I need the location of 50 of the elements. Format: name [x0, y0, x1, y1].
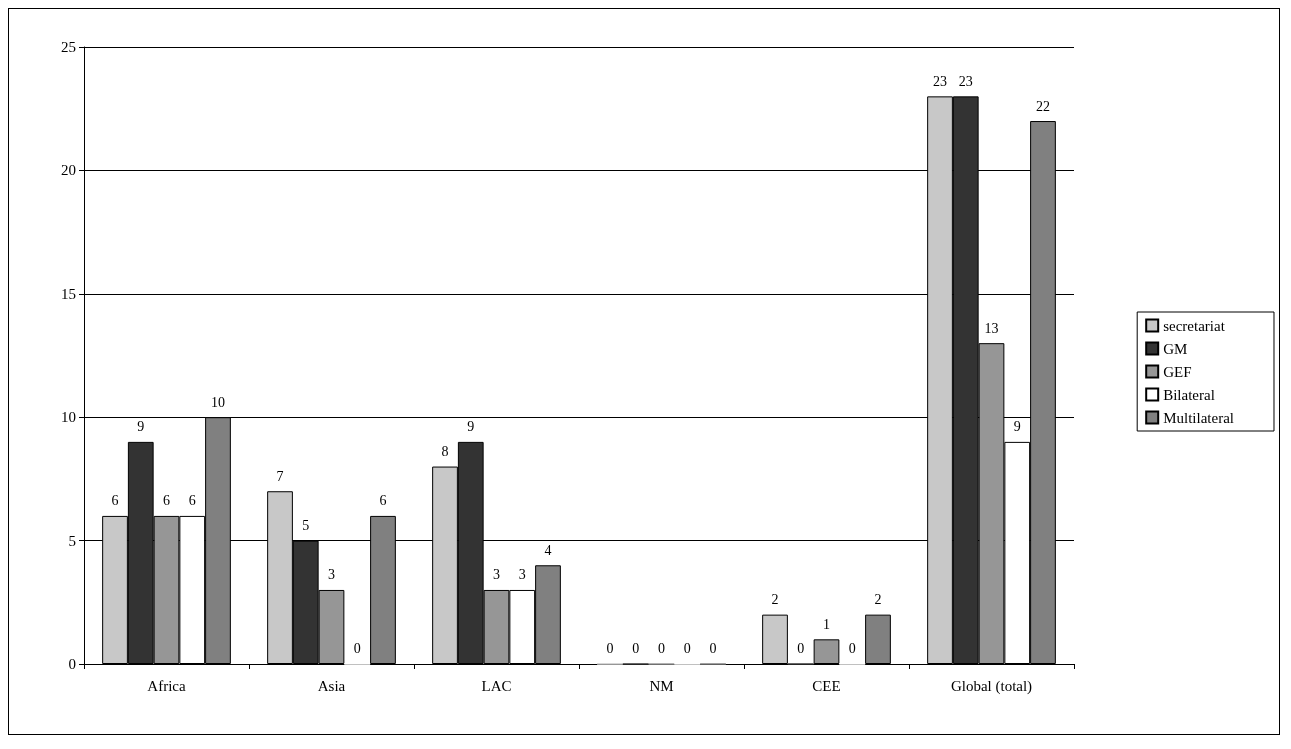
- data-label: 2: [771, 592, 779, 608]
- x-tick-label: Asia: [317, 677, 346, 694]
- y-tick-label: 25: [61, 39, 76, 55]
- legend-label: secretariat: [1163, 317, 1226, 334]
- bar: [865, 614, 891, 664]
- data-label: 10: [210, 394, 225, 410]
- data-label: 23: [933, 73, 948, 89]
- data-label: 0: [848, 641, 856, 656]
- data-label: 1: [823, 616, 830, 632]
- data-label: 9: [1013, 419, 1021, 435]
- data-label: 6: [188, 493, 196, 509]
- x-tick-label: LAC: [481, 677, 512, 694]
- data-label: 0: [632, 641, 640, 656]
- data-label: 2: [874, 592, 882, 608]
- data-label: 0: [606, 641, 614, 656]
- x-tick-label: Global (total): [950, 677, 1033, 695]
- legend-label: Bilateral: [1163, 386, 1215, 403]
- y-tick-label: 5: [68, 532, 76, 549]
- x-tick-label: Africa: [147, 677, 186, 694]
- data-label: 8: [441, 444, 449, 460]
- data-label: 6: [163, 493, 170, 509]
- data-label: 6: [379, 493, 387, 509]
- legend-label: GEF: [1163, 363, 1192, 380]
- y-tick-label: 20: [61, 162, 76, 179]
- data-label: 9: [467, 419, 475, 435]
- data-label: 7: [276, 468, 284, 484]
- data-label: 22: [1035, 98, 1050, 114]
- data-label: 5: [302, 518, 310, 534]
- data-label: 3: [518, 567, 526, 583]
- data-label: 0: [709, 641, 717, 656]
- y-tick-label: 10: [61, 409, 76, 426]
- data-label: 0: [683, 641, 691, 656]
- data-label: 13: [984, 320, 999, 336]
- bar: [813, 639, 840, 664]
- legend-label: Multilateral: [1163, 409, 1234, 426]
- bar: [762, 614, 788, 664]
- data-label: 23: [958, 73, 973, 89]
- data-label: 0: [797, 641, 805, 656]
- data-label: 6: [111, 493, 119, 509]
- data-label: 4: [544, 542, 552, 558]
- data-label: 3: [328, 567, 335, 583]
- data-label: 0: [353, 641, 361, 656]
- x-tick-label: NM: [649, 677, 674, 694]
- x-tick-label: CEE: [812, 677, 841, 694]
- y-tick-label: 0: [68, 656, 76, 672]
- data-label: 3: [493, 567, 500, 583]
- legend-label: GM: [1163, 340, 1188, 357]
- data-label: 9: [137, 419, 145, 435]
- y-tick-label: 15: [61, 285, 76, 302]
- data-label: 0: [658, 641, 665, 656]
